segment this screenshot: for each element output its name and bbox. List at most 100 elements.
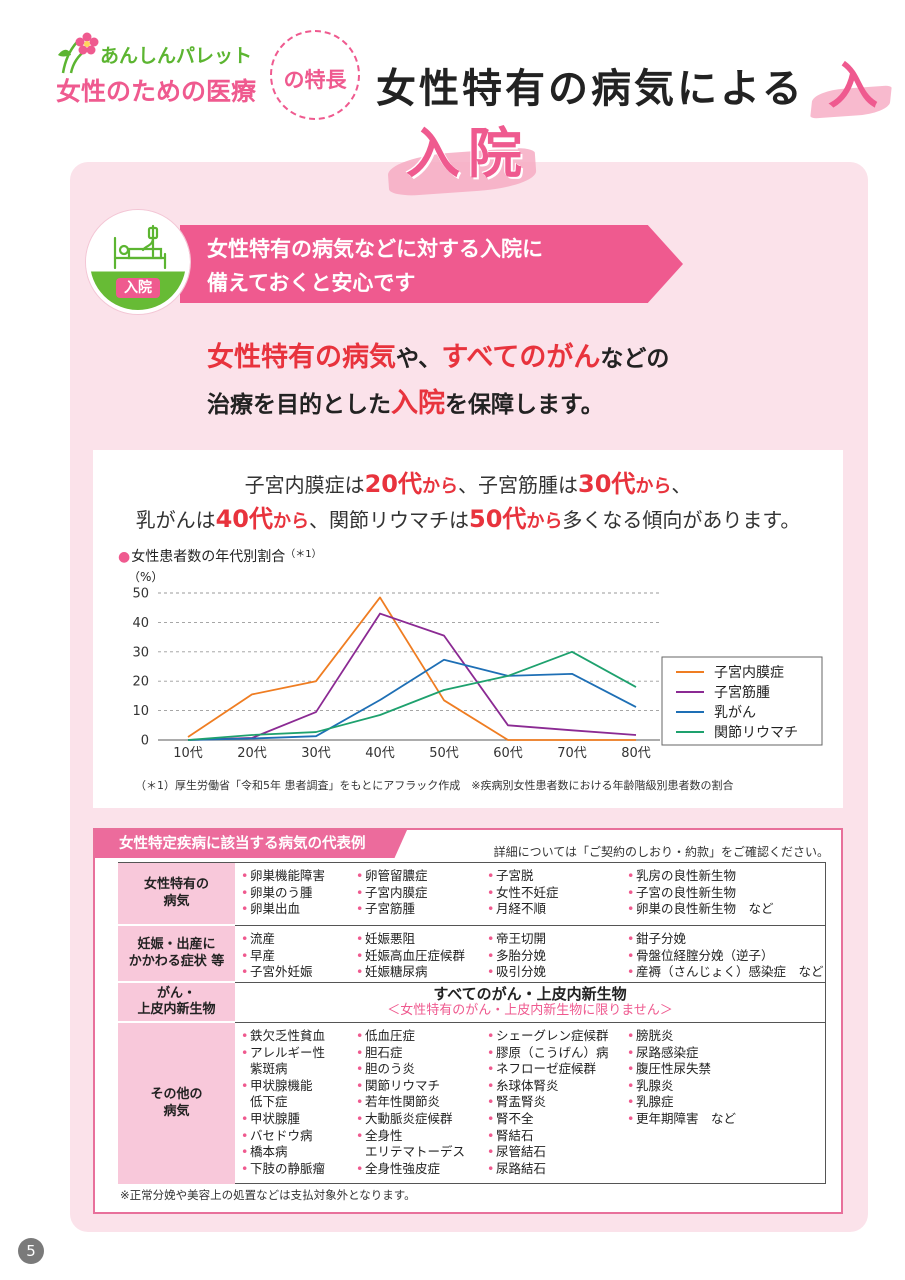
disease-item: 妊娠悪阻	[356, 931, 487, 948]
banner-line: 女性特有の病気などに対する入院に	[207, 237, 543, 261]
table-row: 妊娠・出産に かかわる症状 等流産早産子宮外妊娠妊娠悪阻妊娠高血圧症候群妊娠糖尿…	[118, 926, 826, 983]
disease-item: 全身性 エリテマトーデス	[356, 1128, 487, 1161]
legend-label: 関節リウマチ	[714, 724, 798, 741]
chart-title-text: 女性患者数の年代別割合	[131, 549, 286, 565]
disease-list: 子宮脱女性不妊症月経不順	[487, 868, 627, 918]
disease-list: 妊娠悪阻妊娠高血圧症候群妊娠糖尿病	[356, 931, 487, 981]
disease-list: 鉄欠乏性貧血アレルギー性 紫斑病甲状腺機能 低下症甲状腺腫バセドウ病橋本病下肢の…	[241, 1028, 356, 1177]
line-chart: 0 10 20 30 40 50 10代 20代 30代 40代 50代 60代 70代 80代 子宮内膜症…	[132, 587, 823, 761]
feature-badge: の特長	[270, 30, 360, 120]
disease-item: 下肢の静脈瘤	[241, 1161, 356, 1178]
disease-table-section: 女性特定疾病に該当する病気の代表例 詳細については「ご契約のしおり・約款」をご確…	[93, 828, 843, 1214]
y-tick-label: 40	[132, 616, 149, 631]
disease-item: 乳腺炎	[627, 1078, 823, 1095]
table-note: 詳細については「ご契約のしおり・約款」をご確認ください。	[493, 845, 829, 859]
table-footnote: ※正常分娩や美容上の処置などは支払対象外となります。	[120, 1188, 416, 1202]
disease-item: 大動脈炎症候群	[356, 1111, 487, 1128]
disease-list: 帝王切開多胎分娩吸引分娩	[487, 931, 627, 981]
hospitalization-label: 入院	[116, 278, 160, 298]
trend-from: から	[273, 511, 309, 532]
disease-item: 更年期障害 など	[627, 1111, 823, 1128]
cancer-coverage-note: ＜女性特有のがん・上皮内新生物に限りません＞	[387, 1003, 673, 1018]
disease-item: 膠原（こうげん）病	[487, 1045, 627, 1062]
disease-item: 甲状腺機能 低下症	[241, 1078, 356, 1111]
disease-item: 帝王切開	[487, 931, 627, 948]
disease-item: 子宮の良性新生物	[627, 885, 823, 902]
section-tab: 女性特定疾病に該当する病気の代表例	[95, 830, 407, 858]
lead-line: 女性特有の病気や、すべてのがんなどの	[207, 336, 669, 382]
series-line-1	[187, 596, 636, 741]
trend-from: から	[635, 476, 672, 497]
disease-list: シェーグレン症候群膠原（こうげん）病ネフローゼ症候群糸球体腎炎腎盂腎炎腎不全腎結…	[487, 1028, 627, 1177]
disease-item: 子宮筋腫	[356, 901, 487, 918]
row-header: 女性特有の 病気	[118, 863, 235, 926]
disease-item: 腎盂腎炎	[487, 1094, 627, 1111]
disease-item: 妊娠高血圧症候群	[356, 948, 487, 965]
x-tick-label: 30代	[301, 746, 331, 761]
disease-item: 女性不妊症	[487, 885, 627, 902]
disease-item: 子宮内膜症	[356, 885, 487, 902]
lead-text: 女性特有の病気や、すべてのがんなどの 治療を目的とした入院を保障します。	[207, 336, 669, 428]
disease-item: 甲状腺腫	[241, 1111, 356, 1128]
disease-item: 早産	[241, 948, 356, 965]
trend-from: から	[526, 511, 563, 532]
trend-age: 50代	[469, 505, 527, 533]
feature-banner: 女性特有の病気などに対する入院に 備えておくと安心です	[180, 225, 683, 303]
disease-item: 子宮外妊娠	[241, 964, 356, 981]
disease-list: 卵巣機能障害卵巣のう腫卵巣出血	[241, 868, 356, 918]
y-tick-label: 20	[132, 675, 149, 690]
lead-text-segment: 治療を目的とした	[207, 392, 391, 418]
table-row: その他の 病気鉄欠乏性貧血アレルギー性 紫斑病甲状腺機能 低下症甲状腺腫バセドウ…	[118, 1023, 826, 1184]
y-tick-label: 30	[132, 645, 149, 660]
trend-age: 20代	[364, 470, 422, 498]
disease-item: 卵巣のう腫	[241, 885, 356, 902]
disease-item: 産褥（さんじょく）感染症 など	[627, 964, 824, 981]
disease-item: 卵巣機能障害	[241, 868, 356, 885]
trend-from: から	[422, 476, 458, 497]
disease-item: 卵巣の良性新生物 など	[627, 901, 823, 918]
disease-item: 尿路感染症	[627, 1045, 823, 1062]
page-title-accent: 入	[828, 57, 878, 115]
chart-title: 女性患者数の年代別割合（＊1）	[118, 546, 321, 566]
trend-age: 40代	[215, 505, 273, 533]
brand-tagline: あんしんパレット	[100, 45, 253, 67]
lead-highlight: 女性特有の病気	[207, 342, 396, 373]
series-line-2	[187, 612, 637, 741]
hospital-bed-icon	[113, 224, 167, 270]
disease-columns: 卵巣機能障害卵巣のう腫卵巣出血卵管留膿症子宮内膜症子宮筋腫子宮脱女性不妊症月経不…	[241, 868, 825, 918]
cancer-coverage-text: すべてのがん・上皮内新生物	[433, 985, 627, 1003]
disease-table: 女性特有の 病気卵巣機能障害卵巣のう腫卵巣出血卵管留膿症子宮内膜症子宮筋腫子宮脱…	[118, 862, 826, 1184]
x-tick-label: 60代	[493, 746, 523, 761]
table-row: 女性特有の 病気卵巣機能障害卵巣のう腫卵巣出血卵管留膿症子宮内膜症子宮筋腫子宮脱…	[118, 863, 826, 926]
disease-item: 尿路結石	[487, 1161, 627, 1178]
series-line-4	[187, 650, 637, 741]
disease-item: 鉄欠乏性貧血	[241, 1028, 356, 1045]
legend-label: 乳がん	[714, 705, 756, 721]
disease-item: 全身性強皮症	[356, 1161, 487, 1178]
disease-item: 低血圧症	[356, 1028, 487, 1045]
chart-footnote: （＊1）厚生労働省「令和5年 患者調査」をもとにアフラック作成 ※疾病別女性患者…	[135, 779, 734, 792]
row-content: 流産早産子宮外妊娠妊娠悪阻妊娠高血圧症候群妊娠糖尿病帝王切開多胎分娩吸引分娩鉗子…	[235, 926, 826, 983]
trend-text: 、関節リウマチは	[309, 508, 469, 532]
row-content: すべてのがん・上皮内新生物 ＜女性特有のがん・上皮内新生物に限りません＞	[235, 983, 826, 1023]
lead-line: 治療を目的とした入院を保障します。	[207, 382, 669, 428]
row-content: 鉄欠乏性貧血アレルギー性 紫斑病甲状腺機能 低下症甲状腺腫バセドウ病橋本病下肢の…	[235, 1023, 826, 1184]
disease-item: 糸球体腎炎	[487, 1078, 627, 1095]
x-tick-label: 50代	[429, 746, 459, 761]
disease-item: ネフローゼ症候群	[487, 1061, 627, 1078]
lead-text-segment: などの	[600, 346, 670, 372]
y-axis-unit: （%）	[128, 570, 164, 584]
disease-columns: 流産早産子宮外妊娠妊娠悪阻妊娠高血圧症候群妊娠糖尿病帝王切開多胎分娩吸引分娩鉗子…	[241, 931, 825, 981]
trend-text: 乳がんは	[135, 508, 216, 532]
trend-line: 子宮内膜症は20代から、子宮筋腫は30代から、	[93, 468, 843, 503]
section-tab-title: 女性特定疾病に該当する病気の代表例	[119, 836, 366, 852]
disease-item: 胆石症	[356, 1045, 487, 1062]
disease-list: 卵管留膿症子宮内膜症子宮筋腫	[356, 868, 487, 918]
flower-logo-icon	[58, 32, 99, 74]
x-tick-label: 10代	[173, 746, 203, 761]
y-tick-label: 10	[132, 704, 149, 719]
disease-item: 橋本病	[241, 1144, 356, 1161]
disease-item: バセドウ病	[241, 1128, 356, 1145]
y-tick-label: 50	[132, 587, 149, 602]
row-content: 卵巣機能障害卵巣のう腫卵巣出血卵管留膿症子宮内膜症子宮筋腫子宮脱女性不妊症月経不…	[235, 863, 826, 926]
